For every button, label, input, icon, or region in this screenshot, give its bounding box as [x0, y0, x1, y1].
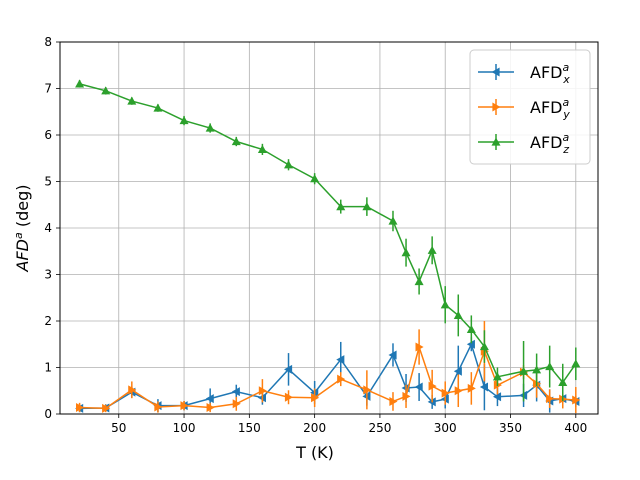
data-point: [453, 310, 463, 320]
data-point: [128, 385, 137, 395]
data-point: [336, 355, 345, 365]
data-point: [75, 402, 85, 412]
y-axis-label-rest: (deg): [13, 185, 32, 233]
data-point: [466, 339, 475, 349]
series-line: [79, 83, 577, 384]
data-point: [467, 383, 476, 393]
series-line: [79, 342, 576, 410]
data-point: [388, 350, 397, 360]
data-point: [572, 395, 581, 405]
legend-item-x: AFDa x: [478, 61, 570, 86]
data-point: [127, 96, 137, 105]
y-tick-label: 0: [44, 407, 52, 421]
data-point: [101, 86, 111, 95]
data-point: [284, 364, 293, 374]
x-tick-label: 150: [238, 421, 261, 435]
data-point: [363, 385, 372, 395]
y-tick-label: 5: [44, 175, 52, 189]
legend-label: AFDa z: [530, 131, 569, 156]
legend-item-y: AFDa y: [478, 96, 570, 121]
data-point: [232, 399, 241, 409]
x-tick-label: 100: [173, 421, 196, 435]
data-point: [466, 324, 476, 333]
data-point: [401, 248, 411, 257]
data-point: [558, 377, 568, 386]
y-tick-label: 6: [44, 128, 52, 142]
data-point: [414, 276, 424, 286]
data-point: [427, 245, 437, 254]
legend-label: AFDa y: [530, 96, 570, 121]
y-tick-label: 4: [44, 221, 52, 235]
y-tick-label: 7: [44, 82, 52, 96]
data-point: [153, 103, 163, 112]
y-ticks: 0 1 2 3 4 5 6 7 8: [44, 35, 60, 421]
data-point: [75, 79, 85, 88]
data-point: [205, 123, 215, 132]
data-point: [311, 393, 320, 403]
y-tick-label: 3: [44, 268, 52, 282]
series-layer: [75, 79, 581, 414]
legend-marker: [491, 137, 501, 146]
data-point: [231, 387, 240, 397]
legend-marker: [492, 102, 501, 112]
series-line: [79, 344, 576, 410]
data-point: [284, 392, 294, 402]
series-y: [75, 321, 581, 414]
x-axis-label: T (K): [295, 443, 334, 462]
data-point: [479, 342, 489, 351]
data-point: [454, 386, 463, 396]
data-point: [545, 362, 555, 371]
data-point: [337, 374, 346, 384]
x-tick-label: 200: [303, 421, 326, 435]
series-z: [75, 79, 581, 402]
legend-marker: [491, 67, 500, 77]
data-point: [571, 359, 581, 368]
data-point: [389, 396, 398, 406]
legend-label: AFDa x: [530, 61, 570, 86]
data-point: [231, 137, 241, 146]
data-point: [415, 342, 424, 352]
x-tick-label: 250: [368, 421, 391, 435]
data-point: [440, 300, 450, 309]
data-point: [519, 366, 529, 375]
data-point: [258, 386, 267, 396]
legend-item-z: AFDa z: [478, 131, 569, 156]
data-point: [310, 174, 320, 183]
data-point: [492, 392, 502, 402]
x-ticks: 50 100 150 200 250 300 350 400: [111, 414, 587, 435]
x-tick-label: 350: [499, 421, 522, 435]
data-point: [388, 216, 398, 225]
data-point: [154, 402, 163, 412]
data-point: [441, 388, 450, 398]
data-point: [492, 372, 502, 381]
y-tick-label: 8: [44, 35, 52, 49]
data-point: [532, 365, 542, 374]
data-point: [546, 394, 555, 404]
data-point: [257, 144, 267, 154]
x-tick-label: 400: [564, 421, 587, 435]
y-tick-label: 2: [44, 314, 52, 328]
y-axis-label: AFDa (deg): [12, 185, 32, 273]
x-tick-label: 300: [434, 421, 457, 435]
x-tick-label: 50: [111, 421, 126, 435]
data-point: [284, 160, 294, 169]
legend-frame: [469, 49, 591, 165]
data-point: [102, 403, 111, 413]
data-point: [414, 382, 423, 392]
data-point: [336, 202, 346, 211]
y-axis-label-sup: a: [12, 232, 25, 239]
y-tick-label: 1: [44, 361, 52, 375]
data-point: [180, 401, 189, 411]
legend: AFDa x AFDa y AFDa z: [469, 49, 591, 165]
data-point: [362, 202, 372, 211]
y-axis-label-main: AFD: [13, 239, 32, 272]
data-point: [206, 402, 215, 412]
data-point: [453, 366, 462, 376]
data-point: [179, 116, 189, 125]
data-point: [205, 394, 214, 404]
data-point: [428, 381, 437, 391]
data-point: [479, 382, 488, 392]
data-point: [402, 391, 411, 401]
